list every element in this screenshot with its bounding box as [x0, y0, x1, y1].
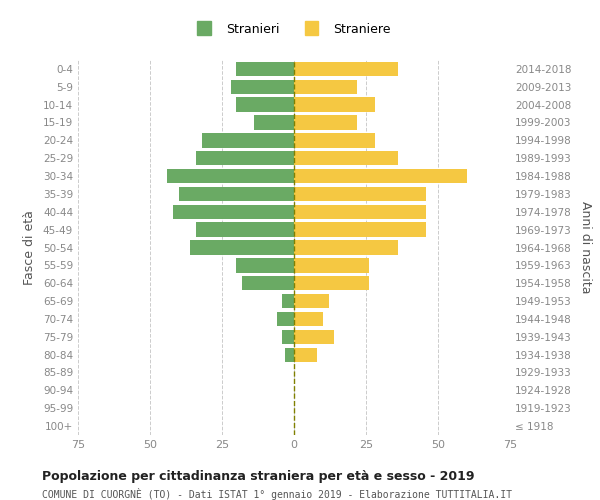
Bar	[294, 151, 398, 166]
Bar	[294, 133, 374, 148]
Bar	[230, 80, 294, 94]
Bar	[236, 258, 294, 272]
Bar	[294, 294, 329, 308]
Legend: Stranieri, Straniere: Stranieri, Straniere	[192, 18, 396, 41]
Bar	[294, 276, 369, 290]
Bar	[179, 187, 294, 201]
Bar	[277, 312, 294, 326]
Y-axis label: Fasce di età: Fasce di età	[23, 210, 36, 285]
Bar	[196, 151, 294, 166]
Bar	[294, 258, 369, 272]
Bar	[167, 169, 294, 183]
Bar	[294, 116, 358, 130]
Bar	[294, 240, 398, 254]
Bar	[286, 348, 294, 362]
Bar	[294, 204, 427, 219]
Bar	[254, 116, 294, 130]
Bar	[190, 240, 294, 254]
Bar	[294, 98, 374, 112]
Bar	[283, 294, 294, 308]
Bar	[294, 169, 467, 183]
Text: COMUNE DI CUORGNÈ (TO) - Dati ISTAT 1° gennaio 2019 - Elaborazione TUTTITALIA.IT: COMUNE DI CUORGNÈ (TO) - Dati ISTAT 1° g…	[42, 488, 512, 500]
Bar	[294, 330, 334, 344]
Bar	[294, 187, 427, 201]
Bar	[236, 62, 294, 76]
Text: Popolazione per cittadinanza straniera per età e sesso - 2019: Popolazione per cittadinanza straniera p…	[42, 470, 475, 483]
Bar	[242, 276, 294, 290]
Bar	[173, 204, 294, 219]
Y-axis label: Anni di nascita: Anni di nascita	[580, 201, 592, 294]
Bar	[294, 62, 398, 76]
Bar	[202, 133, 294, 148]
Bar	[294, 312, 323, 326]
Bar	[294, 80, 358, 94]
Bar	[236, 98, 294, 112]
Bar	[283, 330, 294, 344]
Bar	[294, 222, 427, 237]
Bar	[196, 222, 294, 237]
Bar	[294, 348, 317, 362]
